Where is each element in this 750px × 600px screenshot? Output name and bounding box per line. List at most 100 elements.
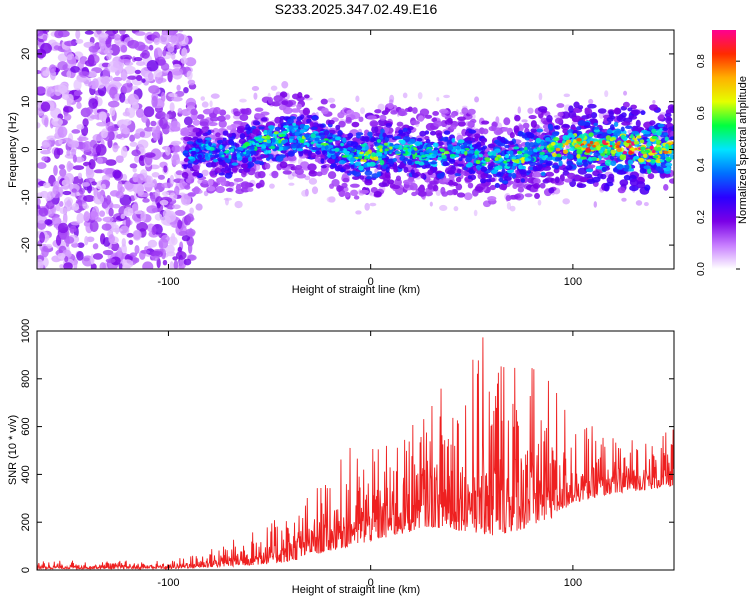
- signal-blob: [663, 150, 669, 155]
- signal-blob: [639, 139, 645, 144]
- signal-blob: [642, 153, 648, 159]
- noise-blob: [46, 135, 57, 141]
- signal-blob: [328, 139, 333, 143]
- signal-blob: [545, 156, 553, 161]
- signal-blob: [452, 182, 459, 187]
- signal-blob: [640, 146, 646, 151]
- signal-blob: [567, 129, 574, 134]
- signal-blob: [535, 128, 544, 133]
- noise-blob: [39, 190, 49, 199]
- faint-blob: [377, 103, 385, 111]
- noise-blob: [66, 160, 72, 173]
- signal-blob: [657, 123, 665, 128]
- signal-blob: [635, 119, 641, 128]
- noise-blob: [78, 187, 85, 195]
- signal-blob: [497, 172, 502, 177]
- spectrogram-y-label: Frequency (Hz): [7, 112, 19, 188]
- noise-blob: [119, 92, 126, 103]
- signal-blob: [641, 151, 647, 155]
- noise-blob: [65, 235, 70, 247]
- noise-blob: [143, 182, 155, 188]
- signal-blob: [646, 141, 652, 147]
- noise-blob: [151, 172, 160, 178]
- signal-blob: [254, 113, 262, 118]
- signal-blob: [628, 168, 635, 172]
- noise-blob: [98, 38, 106, 50]
- noise-blob: [146, 205, 158, 214]
- noise-blob: [128, 239, 134, 245]
- signal-blob: [412, 107, 418, 114]
- signal-blob: [220, 168, 226, 173]
- noise-blob: [107, 100, 120, 108]
- signal-blob: [386, 134, 394, 139]
- signal-blob: [503, 117, 511, 126]
- signal-blob: [457, 163, 464, 167]
- faint-blob: [288, 182, 295, 186]
- signal-blob: [287, 150, 295, 157]
- signal-blob: [247, 126, 252, 132]
- noise-blob: [71, 188, 77, 193]
- signal-blob: [640, 110, 646, 116]
- signal-blob: [296, 116, 303, 121]
- x-tick-label: -100: [157, 577, 179, 589]
- signal-blob: [213, 106, 221, 115]
- signal-blob: [254, 160, 262, 165]
- signal-blob: [576, 146, 582, 150]
- signal-blob: [427, 183, 434, 190]
- signal-blob: [271, 170, 279, 179]
- signal-blob: [316, 171, 323, 177]
- noise-blob: [85, 106, 94, 115]
- noise-blob: [84, 235, 89, 246]
- signal-blob: [544, 177, 554, 183]
- signal-blob: [319, 124, 325, 128]
- signal-blob: [655, 166, 663, 172]
- noise-blob: [158, 238, 169, 249]
- noise-blob: [52, 185, 59, 195]
- noise-blob: [57, 126, 68, 138]
- noise-blob: [64, 173, 75, 185]
- signal-blob: [443, 150, 450, 155]
- signal-blob: [571, 116, 578, 123]
- faint-blob: [443, 94, 451, 99]
- faint-blob: [527, 107, 534, 114]
- signal-blob: [568, 105, 574, 113]
- signal-blob: [201, 179, 209, 185]
- signal-blob: [516, 150, 523, 155]
- signal-blob: [221, 157, 227, 161]
- signal-blob: [231, 162, 239, 166]
- signal-blob: [224, 157, 231, 164]
- signal-blob: [633, 155, 640, 160]
- signal-blob: [350, 147, 356, 152]
- noise-blob: [133, 56, 143, 62]
- noise-blob: [172, 152, 180, 161]
- noise-blob: [141, 50, 150, 59]
- signal-blob: [261, 154, 269, 158]
- signal-blob: [218, 176, 227, 183]
- signal-blob: [425, 138, 431, 144]
- noise-blob: [42, 70, 50, 77]
- noise-blob: [144, 152, 156, 158]
- signal-blob: [218, 161, 226, 165]
- noise-blob: [142, 261, 154, 269]
- signal-blob: [670, 130, 674, 137]
- signal-blob: [664, 136, 669, 142]
- signal-blob: [488, 125, 497, 132]
- signal-blob: [605, 135, 612, 141]
- signal-blob: [482, 128, 489, 135]
- noise-blob: [37, 69, 42, 75]
- signal-blob: [257, 183, 263, 188]
- signal-blob: [647, 173, 655, 180]
- signal-blob: [226, 125, 233, 131]
- faint-blob: [327, 97, 336, 103]
- noise-blob: [100, 183, 106, 190]
- signal-blob: [433, 147, 439, 151]
- faint-blob: [538, 92, 543, 101]
- noise-blob: [79, 71, 90, 76]
- signal-blob: [526, 170, 532, 174]
- signal-blob: [273, 95, 283, 102]
- noise-blob: [178, 30, 184, 33]
- signal-blob: [548, 187, 555, 194]
- noise-blob: [84, 30, 94, 35]
- signal-blob: [489, 155, 496, 159]
- noise-blob: [59, 264, 65, 269]
